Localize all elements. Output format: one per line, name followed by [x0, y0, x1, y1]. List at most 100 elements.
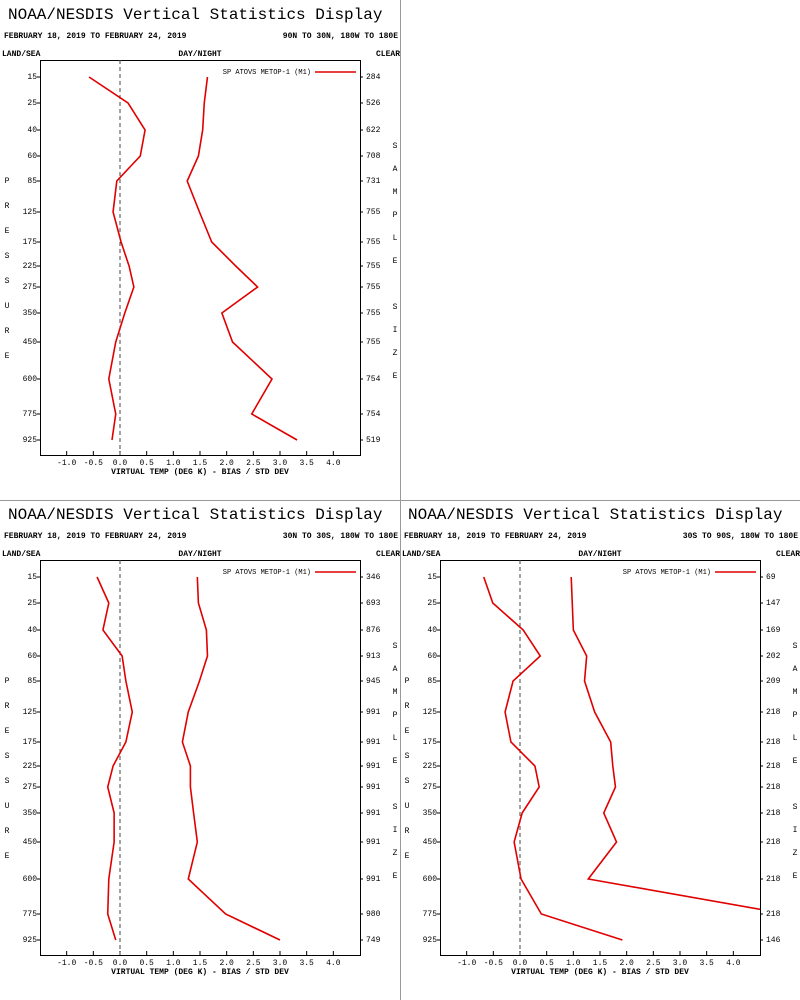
day-night: DAY/NIGHT [178, 550, 221, 559]
region: 90N TO 30N, 180W TO 180E [283, 32, 398, 41]
pressure-label: 40 [427, 626, 437, 635]
x-tick-label: 0.5 [539, 959, 554, 968]
x-tick-label: 4.0 [326, 959, 341, 968]
sample-size-label: 218 [766, 838, 781, 847]
x-tick-label: -1.0 [457, 959, 476, 968]
region: 30N TO 30S, 180W TO 180E [283, 532, 398, 541]
pressure-label: 925 [423, 936, 438, 945]
sample-size-label: 731 [366, 177, 381, 186]
pressure-label: 275 [23, 783, 38, 792]
pressure-label: 125 [23, 708, 38, 717]
std-dev-line [570, 576, 760, 911]
pressure-label: 775 [423, 910, 438, 919]
pressure-label: 40 [27, 626, 37, 635]
pressure-label: 175 [423, 738, 438, 747]
x-tick-label: 1.5 [193, 459, 208, 468]
pressure-label: 175 [23, 238, 38, 247]
sample-size-label: 218 [766, 875, 781, 884]
pressure-label: 600 [23, 875, 38, 884]
x-tick-label: -0.5 [484, 959, 503, 968]
pressure-label: 350 [23, 309, 38, 318]
land-sea: LAND/SEA [2, 550, 41, 559]
pressure-label: 775 [23, 910, 38, 919]
subtitle: FEBRUARY 18, 2019 TO FEBRUARY 24, 2019 [4, 532, 187, 541]
bias-line [482, 576, 623, 941]
sample-size-label: 876 [366, 626, 381, 635]
x-tick-label: 3.0 [273, 459, 288, 468]
sample-size-label: 754 [366, 375, 381, 384]
panel: NOAA/NESDIS Vertical Statistics Display F… [2, 506, 400, 977]
title: NOAA/NESDIS Vertical Statistics Display [8, 506, 383, 524]
plot-frame [40, 60, 361, 456]
pressure-label: 925 [23, 436, 38, 445]
x-axis-label: VIRTUAL TEMP (DEG K) - BIAS / STD DEV [111, 468, 289, 477]
pressure-label: 275 [23, 283, 38, 292]
x-tick-label: -0.5 [84, 959, 103, 968]
x-tick-label: 0.5 [139, 459, 154, 468]
pressure-label: 450 [23, 338, 38, 347]
sample-size-label: 218 [766, 809, 781, 818]
sample-size-label: 218 [766, 708, 781, 717]
pressure-label: 15 [27, 73, 37, 82]
pressure-label: 175 [23, 738, 38, 747]
sample-size-label: 693 [366, 599, 381, 608]
sample-size-label: 991 [366, 809, 381, 818]
x-tick-label: -1.0 [57, 959, 76, 968]
sample-size-label: 945 [366, 677, 381, 686]
legend-label: SP ATOVS METOP-1 (M1) [223, 569, 311, 577]
sample-size-label: 169 [766, 626, 781, 635]
sample-size-label: 991 [366, 838, 381, 847]
pressure-label: 125 [423, 708, 438, 717]
pressure-label: 25 [427, 599, 437, 608]
x-tick-label: 1.5 [193, 959, 208, 968]
sky: CLEAR [376, 550, 400, 559]
x-tick-label: 4.0 [726, 959, 741, 968]
x-tick-label: -0.5 [84, 459, 103, 468]
pressure-label: 40 [27, 126, 37, 135]
sample-size-label: 146 [766, 936, 781, 945]
pressure-label: 450 [423, 838, 438, 847]
pressure-label: 60 [427, 652, 437, 661]
sample-size-label: 991 [366, 738, 381, 747]
region: 30S TO 90S, 180W TO 180E [683, 532, 798, 541]
x-tick-label: 3.0 [673, 959, 688, 968]
sample-size-label: 755 [366, 208, 381, 217]
x-tick-label: 0.5 [139, 959, 154, 968]
sample-size-label: 755 [366, 238, 381, 247]
legend-label: SP ATOVS METOP-1 (M1) [223, 69, 311, 77]
day-night: DAY/NIGHT [178, 50, 221, 59]
pressure-label: 15 [427, 573, 437, 582]
y2-axis-label: SAMPLE SIZE [791, 642, 800, 895]
sample-size-label: 218 [766, 783, 781, 792]
pressure-label: 225 [423, 762, 438, 771]
sample-size-label: 526 [366, 99, 381, 108]
bias-line [88, 76, 146, 441]
sample-size-label: 519 [366, 436, 381, 445]
title: NOAA/NESDIS Vertical Statistics Display [408, 506, 783, 524]
x-tick-label: 0.0 [113, 959, 128, 968]
sample-size-label: 346 [366, 573, 381, 582]
pressure-label: 275 [423, 783, 438, 792]
sample-size-label: 755 [366, 338, 381, 347]
plot-frame [440, 560, 761, 956]
x-tick-label: 1.0 [166, 959, 181, 968]
x-tick-label: 3.0 [273, 959, 288, 968]
sample-size-label: 755 [366, 283, 381, 292]
sample-size-label: 980 [366, 910, 381, 919]
x-tick-label: 2.5 [646, 959, 661, 968]
sample-size-label: 622 [366, 126, 381, 135]
std-dev-line [181, 576, 281, 941]
x-tick-label: 3.5 [299, 959, 314, 968]
pressure-label: 600 [23, 375, 38, 384]
land-sea: LAND/SEA [402, 550, 441, 559]
subtitle: FEBRUARY 18, 2019 TO FEBRUARY 24, 2019 [404, 532, 587, 541]
sample-size-label: 202 [766, 652, 781, 661]
pressure-label: 85 [427, 677, 437, 686]
title: NOAA/NESDIS Vertical Statistics Display [8, 6, 383, 24]
sample-size-label: 755 [366, 309, 381, 318]
sample-size-label: 991 [366, 783, 381, 792]
pressure-label: 775 [23, 410, 38, 419]
x-tick-label: 2.0 [619, 959, 634, 968]
y-axis-label: PRESSURE [3, 677, 12, 877]
x-tick-label: 2.5 [246, 459, 261, 468]
